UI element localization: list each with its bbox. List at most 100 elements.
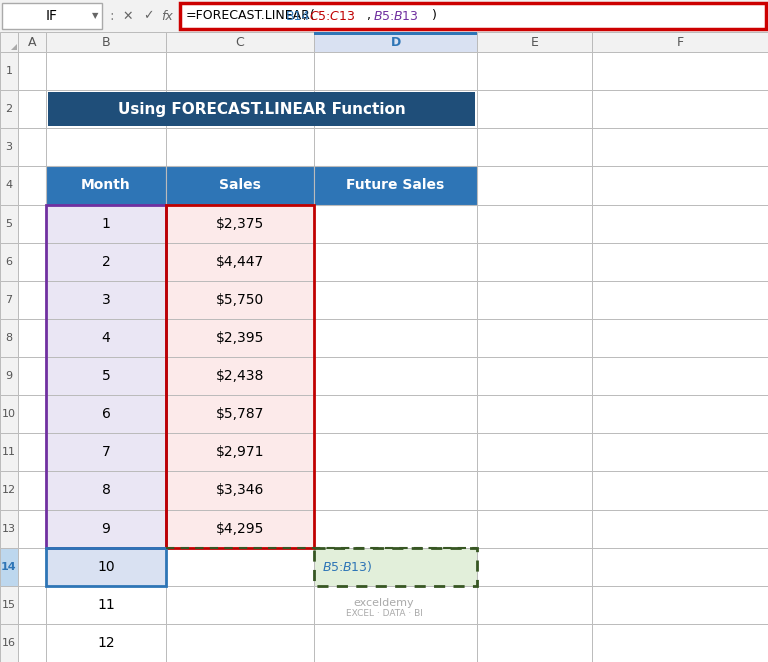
Bar bbox=[314, 471, 477, 510]
Text: 13: 13 bbox=[2, 524, 16, 534]
Bar bbox=[166, 166, 314, 205]
Bar bbox=[314, 90, 477, 128]
Text: $C$5:$C$13: $C$5:$C$13 bbox=[309, 9, 355, 23]
Bar bbox=[46, 586, 166, 624]
Text: B14: B14 bbox=[286, 9, 310, 23]
Bar bbox=[314, 433, 477, 471]
Bar bbox=[46, 243, 166, 281]
Text: $B$5:$B$13: $B$5:$B$13 bbox=[373, 9, 419, 23]
Bar bbox=[0, 547, 18, 586]
Bar bbox=[18, 586, 46, 624]
Text: 6: 6 bbox=[101, 407, 111, 421]
Bar bbox=[592, 166, 768, 205]
Text: 12: 12 bbox=[98, 636, 114, 650]
Bar bbox=[0, 433, 18, 471]
Bar bbox=[166, 471, 314, 510]
Bar bbox=[477, 32, 592, 52]
Bar bbox=[166, 281, 314, 319]
Bar bbox=[592, 395, 768, 433]
Bar bbox=[477, 510, 592, 547]
Bar bbox=[314, 624, 477, 662]
Bar bbox=[592, 624, 768, 662]
Bar bbox=[46, 395, 166, 433]
Bar bbox=[18, 90, 46, 128]
Text: Month: Month bbox=[81, 179, 131, 193]
Bar bbox=[314, 586, 477, 624]
Bar bbox=[48, 92, 475, 126]
Text: $5,787: $5,787 bbox=[216, 407, 264, 421]
Bar bbox=[477, 90, 592, 128]
Text: $B$5:$B$13): $B$5:$B$13) bbox=[322, 559, 372, 574]
Bar bbox=[314, 547, 477, 586]
Bar bbox=[314, 128, 477, 166]
Bar bbox=[314, 510, 477, 547]
Text: 4: 4 bbox=[101, 331, 111, 345]
Bar bbox=[46, 357, 166, 395]
Bar bbox=[314, 32, 477, 34]
Text: ▼: ▼ bbox=[91, 11, 98, 21]
Bar bbox=[18, 510, 46, 547]
Bar bbox=[18, 547, 46, 586]
Text: C: C bbox=[236, 36, 244, 48]
Bar bbox=[46, 357, 166, 395]
Bar bbox=[46, 281, 166, 319]
Bar bbox=[46, 471, 166, 510]
Text: fx: fx bbox=[161, 11, 173, 23]
Text: ✕: ✕ bbox=[123, 9, 134, 23]
Bar bbox=[18, 32, 46, 52]
Bar bbox=[166, 624, 314, 662]
Bar bbox=[166, 433, 314, 471]
Bar bbox=[314, 395, 477, 433]
Text: A: A bbox=[28, 36, 36, 48]
Bar bbox=[592, 90, 768, 128]
Bar bbox=[46, 319, 166, 357]
Text: 2: 2 bbox=[5, 104, 12, 114]
Text: 11: 11 bbox=[2, 448, 16, 457]
Bar bbox=[477, 471, 592, 510]
Text: B: B bbox=[101, 36, 111, 48]
Bar bbox=[46, 281, 166, 319]
Bar bbox=[0, 510, 18, 547]
Bar bbox=[18, 319, 46, 357]
Text: 10: 10 bbox=[98, 559, 114, 574]
Bar bbox=[0, 205, 18, 243]
Bar bbox=[592, 586, 768, 624]
Text: 9: 9 bbox=[101, 522, 111, 536]
Bar bbox=[314, 319, 477, 357]
Bar bbox=[592, 281, 768, 319]
Bar bbox=[314, 166, 477, 205]
Bar bbox=[166, 547, 314, 586]
Bar bbox=[166, 243, 314, 281]
Bar bbox=[592, 357, 768, 395]
Bar bbox=[477, 319, 592, 357]
Bar bbox=[477, 357, 592, 395]
Bar bbox=[180, 3, 766, 29]
Text: 1: 1 bbox=[5, 66, 12, 76]
Text: ): ) bbox=[432, 9, 436, 23]
Bar bbox=[314, 586, 477, 624]
Bar bbox=[46, 205, 166, 547]
Text: Using FORECAST.LINEAR Function: Using FORECAST.LINEAR Function bbox=[118, 102, 406, 117]
Bar bbox=[18, 433, 46, 471]
Bar bbox=[0, 243, 18, 281]
Bar bbox=[477, 166, 592, 205]
Text: 8: 8 bbox=[101, 483, 111, 497]
Text: E: E bbox=[531, 36, 538, 48]
Bar bbox=[166, 281, 314, 319]
Polygon shape bbox=[11, 44, 17, 50]
Bar bbox=[18, 166, 46, 205]
Text: Future Sales: Future Sales bbox=[346, 179, 445, 193]
Bar bbox=[314, 510, 477, 547]
Bar bbox=[166, 166, 314, 205]
Text: 3: 3 bbox=[101, 293, 111, 307]
Text: 14: 14 bbox=[2, 561, 17, 572]
Text: 2: 2 bbox=[101, 255, 111, 269]
Bar bbox=[18, 205, 46, 243]
Bar bbox=[18, 357, 46, 395]
Bar bbox=[592, 319, 768, 357]
Bar bbox=[46, 395, 166, 433]
Text: =FORECAST.LINEAR(: =FORECAST.LINEAR( bbox=[186, 9, 316, 23]
Bar bbox=[0, 319, 18, 357]
Text: $2,438: $2,438 bbox=[216, 369, 264, 383]
Bar bbox=[592, 32, 768, 52]
